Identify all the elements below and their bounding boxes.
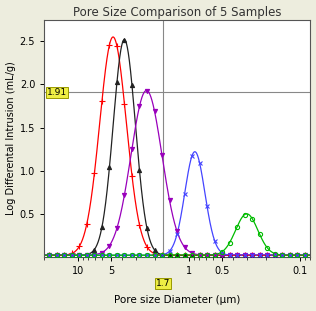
X-axis label: Pore size Diameter (μm): Pore size Diameter (μm): [114, 295, 240, 305]
Title: Pore Size Comparison of 5 Samples: Pore Size Comparison of 5 Samples: [73, 6, 282, 19]
Y-axis label: Log Differental Intrusion (mL/g): Log Differental Intrusion (mL/g): [6, 62, 15, 215]
Text: 1.7: 1.7: [156, 279, 170, 288]
Text: 1.91: 1.91: [47, 88, 67, 97]
